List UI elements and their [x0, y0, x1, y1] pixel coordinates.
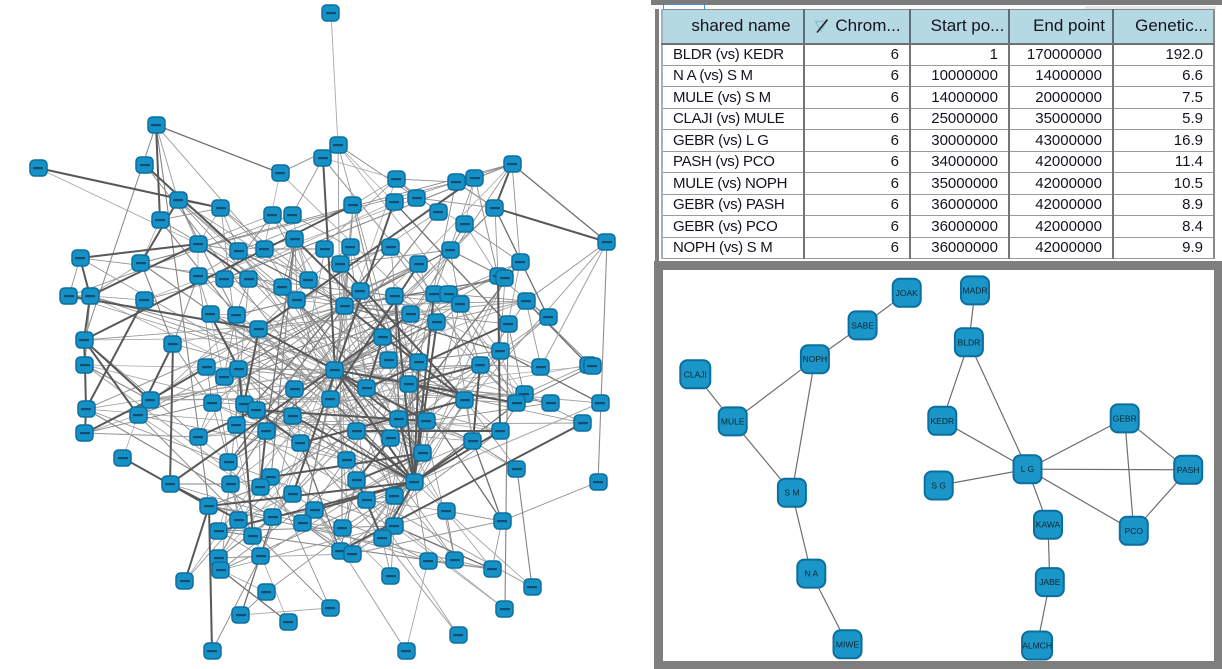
svg-text:N A: N A — [804, 569, 818, 579]
svg-text:PASH: PASH — [1177, 465, 1200, 475]
svg-text:JABE: JABE — [1039, 577, 1061, 587]
svg-text:BLDR: BLDR — [958, 337, 981, 347]
svg-text:MIWE: MIWE — [836, 639, 859, 649]
svg-text:L G: L G — [1021, 464, 1034, 474]
svg-text:KAWA: KAWA — [1036, 520, 1061, 530]
svg-text:GEBR: GEBR — [1113, 413, 1137, 423]
svg-text:MULE: MULE — [721, 416, 745, 426]
svg-text:JOAK: JOAK — [896, 288, 919, 298]
svg-text:PCO: PCO — [1125, 526, 1144, 536]
svg-text:MADR: MADR — [962, 285, 987, 295]
svg-text:S G: S G — [931, 481, 946, 491]
svg-text:CLAJI: CLAJI — [684, 369, 707, 379]
svg-text:S M: S M — [784, 488, 799, 498]
svg-text:SABE: SABE — [851, 320, 874, 330]
svg-text:NOPH: NOPH — [803, 354, 828, 364]
svg-text:ALMCH: ALMCH — [1022, 641, 1052, 651]
svg-text:KEDR: KEDR — [930, 416, 954, 426]
